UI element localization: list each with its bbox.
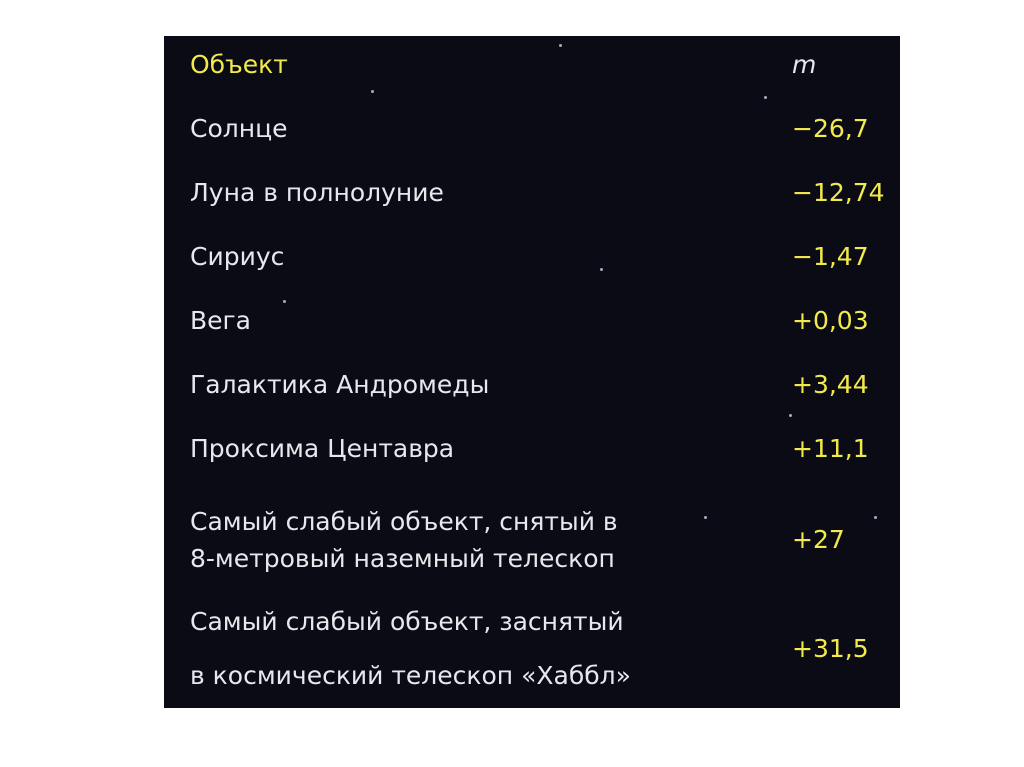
header-object: Объект bbox=[190, 50, 288, 79]
row-object-line2: 8-метровый наземный телескоп bbox=[190, 544, 615, 573]
star bbox=[704, 516, 707, 519]
header-magnitude: m bbox=[792, 50, 817, 79]
row-magnitude: +0,03 bbox=[792, 306, 869, 335]
row-object-line1: Самый слабый объект, заснятый bbox=[190, 607, 624, 636]
row-object: Сириус bbox=[190, 242, 285, 271]
row-object-line1: Самый слабый объект, снятый в bbox=[190, 507, 618, 536]
row-object: Вега bbox=[190, 306, 251, 335]
row-object-line2: в космический телескоп «Хаббл» bbox=[190, 661, 631, 690]
star bbox=[600, 268, 603, 271]
magnitude-table: Объект m Солнце −26,7 Луна в полнолуние … bbox=[164, 36, 900, 708]
row-magnitude: −26,7 bbox=[792, 114, 869, 143]
row-object: Проксима Центавра bbox=[190, 434, 455, 463]
row-magnitude: +27 bbox=[792, 525, 845, 554]
row-magnitude: +31,5 bbox=[792, 634, 869, 663]
row-magnitude: +3,44 bbox=[792, 370, 869, 399]
star bbox=[789, 414, 792, 417]
row-magnitude: +11,1 bbox=[792, 434, 869, 463]
star bbox=[559, 44, 562, 47]
star bbox=[874, 516, 877, 519]
row-magnitude: −12,74 bbox=[792, 178, 885, 207]
row-object: Галактика Андромеды bbox=[190, 370, 490, 399]
star bbox=[764, 96, 767, 99]
star bbox=[371, 90, 374, 93]
row-object: Луна в полнолуние bbox=[190, 178, 444, 207]
row-object: Солнце bbox=[190, 114, 288, 143]
row-magnitude: −1,47 bbox=[792, 242, 869, 271]
star bbox=[283, 300, 286, 303]
